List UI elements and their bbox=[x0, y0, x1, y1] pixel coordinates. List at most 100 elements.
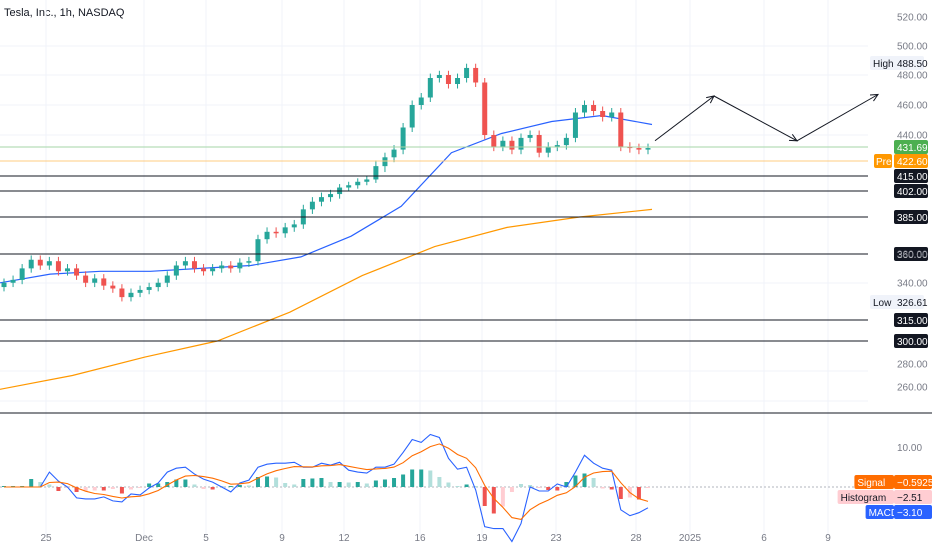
signal-tag: Signal −0.5925 bbox=[854, 475, 932, 489]
moving-average-fast bbox=[0, 114, 653, 284]
candle bbox=[37, 259, 43, 266]
candle bbox=[427, 78, 433, 98]
candle bbox=[246, 261, 252, 263]
time-axis-tick: 12 bbox=[338, 533, 350, 544]
macd-line bbox=[4, 433, 649, 543]
candle bbox=[346, 185, 352, 188]
candle bbox=[74, 268, 80, 276]
low-tag-background bbox=[870, 295, 924, 309]
macd-histogram-bar bbox=[92, 487, 97, 491]
level-tag-value: 385.00 bbox=[897, 213, 928, 224]
projection-segment bbox=[654, 95, 715, 142]
horizontal-levels: 415.00 402.00 385.00 360.00 315.00 300.00 bbox=[0, 146, 928, 348]
last-price-tag-value: 431.69 bbox=[897, 143, 928, 154]
candle bbox=[264, 231, 270, 240]
candle bbox=[491, 135, 497, 147]
price-axis-tick: 280.00 bbox=[897, 360, 928, 371]
macd-tag-background bbox=[894, 505, 932, 519]
candle bbox=[591, 105, 597, 111]
candle bbox=[173, 265, 179, 276]
low-tag: Low 326.61 bbox=[870, 295, 928, 309]
high-tag-label: High bbox=[873, 59, 894, 70]
high-tag: High 488.50 bbox=[870, 56, 928, 70]
macd-histogram-bar bbox=[636, 487, 641, 500]
macd-histogram-bar bbox=[210, 487, 215, 490]
pre-market-tag-label: Pre bbox=[876, 157, 892, 168]
candle bbox=[155, 282, 161, 288]
candle bbox=[28, 259, 34, 269]
macd-histogram-bar bbox=[382, 479, 387, 487]
level-tag: 315.00 bbox=[894, 313, 928, 327]
level-tag-background bbox=[894, 169, 928, 183]
candle bbox=[445, 75, 451, 84]
level-tag: 415.00 bbox=[894, 169, 928, 183]
candle bbox=[318, 197, 324, 202]
signal-tag-value: −0.5925 bbox=[897, 478, 932, 489]
macd-histogram-bar bbox=[274, 477, 279, 487]
candle bbox=[83, 275, 89, 283]
candle bbox=[418, 97, 424, 105]
high-tag-value: 488.50 bbox=[897, 59, 928, 70]
macd-histogram-bar bbox=[591, 478, 596, 487]
macd-histogram-bar bbox=[156, 483, 161, 487]
macd-histogram-bar bbox=[101, 487, 106, 491]
candle bbox=[536, 135, 542, 153]
macd-histogram-bar bbox=[310, 478, 315, 487]
candle bbox=[409, 105, 415, 128]
time-axis-tick: 23 bbox=[550, 533, 562, 544]
level-tag-background bbox=[894, 210, 928, 224]
last-price-tag: 431.69 bbox=[894, 140, 928, 154]
candle bbox=[554, 145, 560, 147]
candle bbox=[19, 268, 25, 280]
price-axis-tick: 360.00 bbox=[897, 250, 928, 261]
time-axis-tick: 9 bbox=[825, 533, 831, 544]
level-tag-background bbox=[894, 247, 928, 261]
candle bbox=[473, 67, 479, 83]
level-tag-background bbox=[894, 184, 928, 198]
candle bbox=[110, 285, 116, 289]
candle bbox=[210, 268, 216, 272]
projection-arrowhead bbox=[788, 134, 799, 142]
time-axis-tick: 6 bbox=[761, 533, 767, 544]
time-axis-tick: 5 bbox=[203, 533, 209, 544]
candle bbox=[382, 157, 388, 167]
histogram-tag-value: −2.51 bbox=[897, 493, 923, 504]
macd-histogram-bar bbox=[500, 487, 505, 507]
projection-arrows bbox=[654, 93, 879, 142]
time-axis-tick: 25 bbox=[40, 533, 52, 544]
macd-histogram-bar bbox=[29, 479, 34, 487]
candle bbox=[545, 146, 551, 153]
candle bbox=[518, 137, 524, 150]
price-axis-tick: 520.00 bbox=[897, 13, 928, 24]
candle bbox=[328, 194, 334, 198]
level-tag: 385.00 bbox=[894, 210, 928, 224]
macd-histogram-bar bbox=[437, 477, 442, 487]
price-axis-tick: 480.00 bbox=[897, 71, 928, 82]
macd-tag-label-background bbox=[865, 505, 894, 519]
macd-axis-tick: 10.00 bbox=[897, 443, 922, 454]
price-axis-tick: 500.00 bbox=[897, 42, 928, 53]
candle bbox=[237, 262, 243, 269]
price-tags: High 488.50 Low 326.61 431.69 Pre 422.60 bbox=[870, 56, 928, 309]
macd-histogram-bar bbox=[537, 487, 542, 488]
candle bbox=[201, 268, 207, 272]
candle bbox=[618, 112, 624, 147]
macd-histogram-bar bbox=[373, 480, 378, 487]
macd-histogram-bar bbox=[201, 487, 206, 489]
macd-histogram-bar bbox=[183, 479, 188, 487]
macd-histogram-bar bbox=[419, 469, 424, 487]
candle bbox=[282, 227, 288, 234]
macd-histogram-bar bbox=[265, 476, 270, 487]
macd-histogram-bar bbox=[410, 469, 415, 487]
level-tag: 300.00 bbox=[894, 334, 928, 348]
price-axis-tick: 440.00 bbox=[897, 131, 928, 142]
histogram-tag: Histogram −2.51 bbox=[837, 490, 932, 504]
macd-histogram-bar bbox=[174, 479, 179, 487]
level-tag-value: 415.00 bbox=[897, 172, 928, 183]
macd-histogram-bar bbox=[528, 485, 533, 487]
pre-market-tag: Pre 422.60 bbox=[874, 154, 928, 168]
candle bbox=[600, 111, 606, 117]
last-price-tag-background bbox=[894, 140, 928, 154]
candle bbox=[482, 82, 488, 135]
